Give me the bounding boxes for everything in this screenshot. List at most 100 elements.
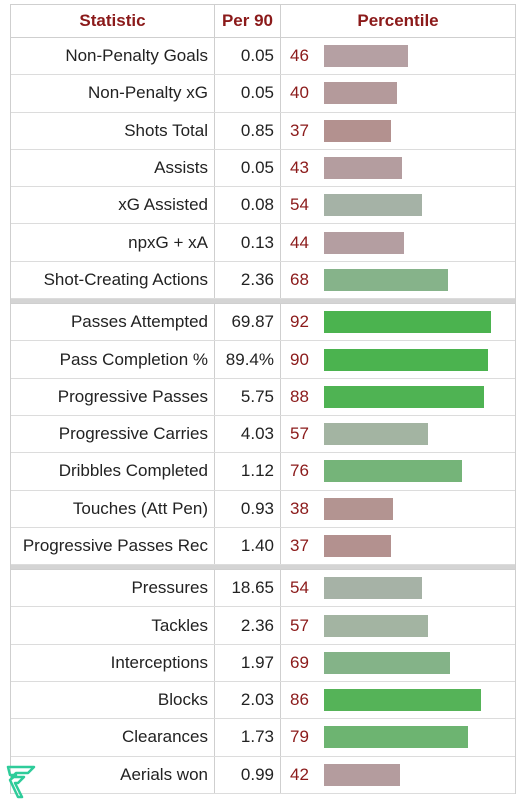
percentile-track	[324, 726, 506, 749]
percentile-bar	[324, 231, 405, 254]
per90-value: 1.97	[214, 644, 280, 682]
header-per90[interactable]: Per 90	[214, 5, 280, 37]
percentile-cell: 90	[280, 341, 515, 378]
percentile-value: 46	[290, 46, 309, 66]
stat-label: Passes Attempted	[70, 312, 208, 332]
percentile-bar	[324, 157, 403, 180]
percentile-track	[324, 348, 506, 371]
percentile-value: 37	[290, 120, 309, 140]
percentile-value: 86	[290, 690, 309, 710]
per90-value: 69.87	[214, 304, 280, 341]
per90-value: 4.03	[214, 415, 280, 453]
percentile-track	[324, 194, 506, 217]
percentile-bar	[324, 194, 423, 217]
stat-label: Shot-Creating Actions	[43, 269, 208, 289]
table-row: Touches (Att Pen) 0.93 38	[11, 490, 515, 528]
stat-label: Progressive Passes	[57, 386, 208, 406]
percentile-cell: 68	[280, 261, 515, 299]
percentile-value: 92	[290, 312, 309, 332]
percentile-cell: 42	[280, 756, 515, 793]
percentile-value: 40	[290, 83, 309, 103]
per90-value: 0.93	[214, 490, 280, 527]
table-row: Interceptions 1.97 69	[11, 644, 515, 683]
percentile-value: 42	[290, 764, 309, 784]
table-row: Shots Total 0.85 37	[11, 112, 515, 150]
percentile-bar	[324, 651, 450, 674]
percentile-cell: 76	[280, 453, 515, 490]
percentile-cell: 86	[280, 682, 515, 719]
percentile-cell: 57	[280, 415, 515, 453]
percentile-track	[324, 268, 506, 291]
per90-value: 0.05	[214, 38, 280, 75]
percentile-cell: 88	[280, 378, 515, 415]
stat-label: Progressive Carries	[58, 424, 208, 444]
table-row: Non-Penalty Goals 0.05 46	[11, 38, 515, 76]
percentile-bar	[324, 689, 481, 712]
table-row: Non-Penalty xG 0.05 40	[11, 75, 515, 113]
percentile-cell: 37	[280, 527, 515, 565]
percentile-track	[324, 157, 506, 180]
percentile-track	[324, 385, 506, 408]
percentile-cell: 92	[280, 304, 515, 341]
percentile-value: 76	[290, 461, 309, 481]
percentile-track	[324, 497, 506, 520]
per90-value: 1.12	[214, 453, 280, 490]
percentile-track	[324, 460, 506, 483]
percentile-table: Statistic Per 90 Percentile Non-Penalty …	[10, 4, 516, 794]
stat-label: npxG + xA	[128, 232, 208, 252]
percentile-value: 57	[290, 615, 309, 635]
percentile-cell: 46	[280, 38, 515, 75]
percentile-value: 57	[290, 424, 309, 444]
percentile-track	[324, 423, 506, 446]
table-row: Blocks 2.03 86	[11, 682, 515, 720]
table-row: Tackles 2.36 57	[11, 607, 515, 645]
brand-logo-icon	[6, 765, 36, 799]
per90-value: 0.05	[214, 149, 280, 187]
table-row: npxG + xA 0.13 44	[11, 224, 515, 262]
per90-value: 5.75	[214, 378, 280, 415]
header-percentile[interactable]: Percentile	[280, 5, 515, 37]
table-row: Pass Completion % 89.4% 90	[11, 341, 515, 379]
table-row: Assists 0.05 43	[11, 149, 515, 188]
percentile-track	[324, 651, 506, 674]
stat-label: Dribbles Completed	[58, 461, 208, 481]
percentile-bar	[324, 726, 468, 749]
table-row: Progressive Passes 5.75 88	[11, 378, 515, 416]
percentile-value: 69	[290, 652, 309, 672]
table-row: Shot-Creating Actions 2.36 68	[11, 261, 515, 300]
stat-label: Non-Penalty Goals	[65, 46, 208, 66]
table-row: Progressive Carries 4.03 57	[11, 415, 515, 454]
percentile-value: 37	[290, 536, 309, 555]
per90-value: 1.73	[214, 719, 280, 756]
stat-label: xG Assisted	[118, 195, 208, 215]
percentile-cell: 54	[280, 187, 515, 224]
stat-label: Clearances	[122, 727, 208, 747]
percentile-cell: 43	[280, 149, 515, 187]
table-row: Passes Attempted 69.87 92	[11, 304, 515, 342]
percentile-track	[324, 577, 506, 600]
table-row: xG Assisted 0.08 54	[11, 187, 515, 225]
percentile-track	[324, 535, 506, 557]
percentile-bar	[324, 577, 423, 600]
per90-value: 2.03	[214, 682, 280, 719]
percentile-track	[324, 119, 506, 142]
table-row: Pressures 18.65 54	[11, 570, 515, 608]
percentile-cell: 40	[280, 75, 515, 112]
stat-label: Blocks	[157, 690, 208, 710]
percentile-bar	[324, 348, 488, 371]
per90-value: 1.40	[214, 527, 280, 565]
percentile-value: 43	[290, 158, 309, 178]
per90-value: 18.65	[214, 570, 280, 607]
per90-value: 0.99	[214, 756, 280, 793]
percentile-cell: 69	[280, 644, 515, 682]
per90-value: 2.36	[214, 607, 280, 644]
stat-label: Non-Penalty xG	[88, 83, 208, 103]
percentile-bar	[324, 45, 408, 68]
percentile-track	[324, 311, 506, 334]
stat-label: Assists	[154, 158, 208, 178]
header-statistic[interactable]: Statistic	[79, 11, 146, 30]
percentile-cell: 79	[280, 719, 515, 756]
per90-value: 0.05	[214, 75, 280, 112]
percentile-track	[324, 82, 506, 105]
percentile-value: 44	[290, 232, 309, 252]
